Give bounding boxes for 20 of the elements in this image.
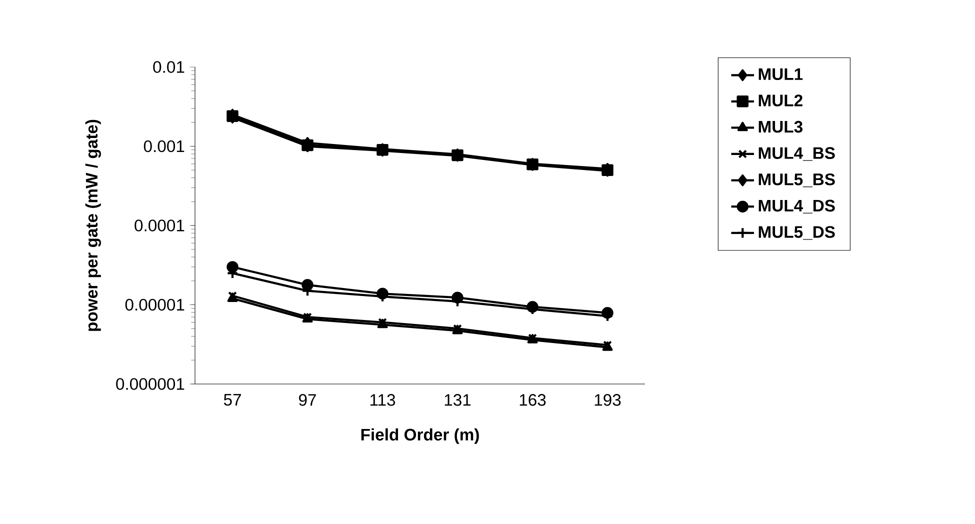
x-tick-label: 131	[444, 394, 471, 406]
legend-label: MUL2	[758, 94, 802, 106]
y-tick-label: 0.00001	[125, 298, 184, 311]
y-tick-label: 0.001	[144, 140, 184, 152]
x-axis-title: Field Order (m)	[361, 428, 479, 444]
x-tick-label: 163	[520, 394, 546, 406]
y-tick-label: 0.0001	[134, 220, 184, 232]
y-axis-title: power per gate (mW / gate)	[85, 120, 101, 331]
x-tick-label: 97	[299, 394, 316, 406]
legend-label: MUL1	[758, 68, 803, 80]
legend-label: MUL5_BS	[758, 173, 835, 188]
y-tick-label: 0.000001	[116, 378, 184, 390]
legend-label: MUL5_DS	[758, 226, 835, 240]
legend-label: MUL4_BS	[758, 147, 835, 161]
y-tick-label: 0.01	[153, 61, 184, 73]
x-tick-label: 57	[224, 394, 241, 406]
x-tick-label: 113	[370, 394, 396, 406]
x-tick-label: 193	[594, 394, 621, 406]
legend-label: MUL4_DS	[758, 200, 835, 214]
legend-label: MUL3	[758, 120, 802, 133]
